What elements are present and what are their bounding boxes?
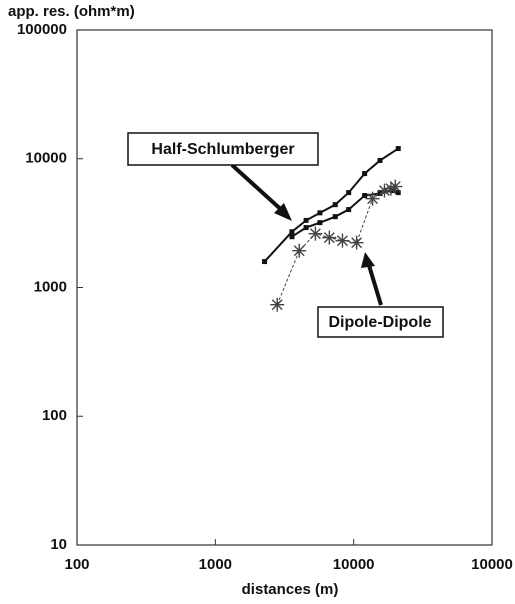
point <box>395 146 401 152</box>
point <box>332 202 338 208</box>
point <box>362 193 368 199</box>
point <box>270 297 285 312</box>
series <box>262 146 401 265</box>
arrow <box>366 261 383 306</box>
x-tick-label: 1000 <box>199 556 232 573</box>
point <box>388 179 403 194</box>
y-tick-label: 1000 <box>34 278 67 295</box>
point <box>322 230 337 245</box>
point <box>308 226 323 241</box>
annotation-half-schlumberger <box>230 163 292 221</box>
y-tick-label: 10000 <box>25 150 67 167</box>
y-tick-label: 10 <box>50 536 67 553</box>
point <box>362 171 368 177</box>
point <box>292 243 307 258</box>
y-tick-label: 100 <box>42 407 67 424</box>
x-tick-label: 10000 <box>471 556 513 573</box>
y-tick-label: 100000 <box>17 21 67 38</box>
x-tick-label: 100 <box>64 556 89 573</box>
point <box>349 235 364 250</box>
point <box>317 210 323 216</box>
line <box>276 186 396 305</box>
point <box>365 191 380 206</box>
point <box>377 183 392 198</box>
point <box>332 214 338 220</box>
annotation-text: Dipole-Dipole <box>328 314 431 331</box>
x-tick-label: 10000 <box>333 556 375 573</box>
series <box>270 179 403 312</box>
point <box>303 217 309 223</box>
annotation-box <box>317 306 444 338</box>
point <box>346 207 352 213</box>
x-axis-label: distances (m) <box>242 581 339 598</box>
annotation-text: Half-Schlumberger <box>151 141 294 158</box>
point <box>303 225 309 231</box>
point <box>289 229 295 235</box>
arrow <box>230 163 288 216</box>
y-axis-label: app. res. (ohm*m) <box>8 3 135 20</box>
point <box>377 157 383 163</box>
point <box>383 181 398 196</box>
annotation-box <box>127 132 319 166</box>
point <box>317 220 323 226</box>
point <box>346 190 352 196</box>
plot-frame <box>76 29 493 546</box>
point <box>377 191 383 197</box>
arrow-head <box>274 203 292 221</box>
point <box>395 190 401 196</box>
point <box>262 259 268 265</box>
point <box>335 233 350 248</box>
point <box>289 234 295 240</box>
annotation-dipole-dipole <box>361 252 383 306</box>
arrow-head <box>361 252 375 268</box>
